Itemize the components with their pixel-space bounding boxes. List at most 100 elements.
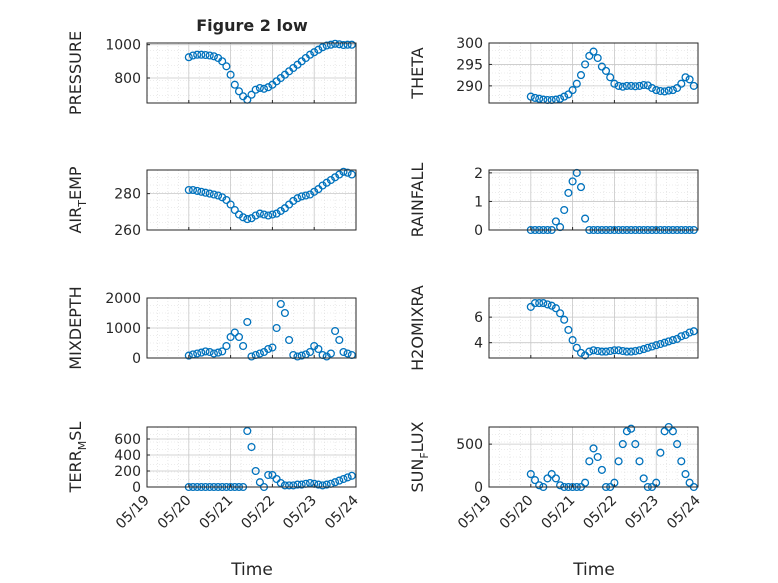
- data-point: [255, 209, 264, 218]
- data-point: [576, 71, 586, 80]
- data-point: [326, 349, 335, 358]
- data-point: [614, 81, 623, 90]
- data-point: [614, 457, 623, 466]
- data-point: [188, 51, 198, 60]
- data-point: [209, 349, 218, 358]
- data-point: [556, 94, 565, 103]
- data-point: [673, 440, 682, 449]
- data-point: [322, 480, 331, 489]
- data-point: [197, 348, 206, 357]
- data-point: [677, 332, 686, 341]
- data-point: [239, 213, 248, 222]
- data-point: [193, 349, 202, 358]
- x-tick-label: 05/24: [664, 492, 704, 532]
- x-tick-label: 05/22: [580, 493, 620, 533]
- data-point: [314, 480, 323, 489]
- data-point: [564, 325, 573, 334]
- chart-title: Figure 2 low: [196, 16, 308, 35]
- data-point: [222, 195, 231, 205]
- data-point: [564, 188, 573, 197]
- data-point: [264, 470, 273, 480]
- data-point: [589, 346, 598, 355]
- data-point: [339, 474, 348, 484]
- y-tick-label: 6: [474, 310, 483, 326]
- data-point: [530, 299, 540, 308]
- data-point: [218, 347, 227, 356]
- data-point: [627, 347, 636, 356]
- data-point: [255, 349, 264, 358]
- data-point: [264, 83, 273, 92]
- data-point: [335, 40, 344, 49]
- data-point: [297, 351, 306, 360]
- data-point: [184, 185, 193, 195]
- axes-box: [488, 42, 699, 104]
- data-point: [576, 348, 586, 357]
- data-point: [647, 83, 657, 93]
- data-point: [631, 82, 640, 91]
- x-tick-label: 05/21: [197, 493, 237, 533]
- data-point: [331, 39, 340, 48]
- data-point: [660, 427, 669, 436]
- data-point: [547, 301, 556, 310]
- data-point: [614, 346, 623, 355]
- data-point: [293, 352, 302, 361]
- data-point: [343, 40, 352, 49]
- data-point: [234, 332, 244, 342]
- axes-box: [488, 426, 699, 488]
- data-point: [576, 183, 586, 192]
- data-point: [268, 210, 277, 219]
- data-point: [685, 328, 694, 337]
- data-point: [597, 347, 606, 356]
- data-point: [660, 338, 669, 347]
- data-point: [656, 339, 665, 349]
- data-point: [297, 480, 306, 489]
- data-point: [635, 81, 644, 90]
- data-point: [631, 346, 640, 356]
- data-point: [581, 60, 590, 69]
- data-point: [677, 79, 686, 88]
- data-point: [681, 330, 690, 340]
- data-point: [230, 328, 239, 337]
- data-point: [272, 474, 281, 484]
- data-point: [226, 70, 235, 79]
- subplot-air-temp: 260 280 AIRTEMP: [66, 166, 357, 239]
- y-axis-label: MIXDEPTH: [66, 286, 85, 369]
- data-point: [601, 66, 611, 75]
- axes-box: [146, 426, 357, 488]
- data-point: [681, 470, 690, 479]
- data-point: [560, 315, 569, 324]
- y-tick-label: 1000: [105, 321, 141, 337]
- data-point: [259, 210, 269, 219]
- data-point: [276, 299, 285, 309]
- data-point: [209, 52, 218, 61]
- data-point: [668, 86, 677, 95]
- data-point: [255, 478, 264, 487]
- data-point: [305, 50, 315, 59]
- data-point: [339, 347, 348, 357]
- data-point: [664, 86, 673, 95]
- data-point: [310, 48, 319, 57]
- data-point: [564, 90, 573, 99]
- data-point: [218, 57, 227, 66]
- data-point: [560, 92, 569, 101]
- subplot-pressure: 800 1000 PRESSURE: [66, 31, 357, 115]
- data-point: [314, 45, 323, 54]
- data-point: [322, 41, 331, 50]
- data-point: [556, 481, 565, 490]
- subplot-sun-flux: 0 500 05/19 05/20 05/21 05/22 05/23 05/24 SUNFLU…: [408, 421, 704, 532]
- data-point: [618, 82, 627, 91]
- x-tick-label: 05/20: [497, 493, 537, 533]
- x-tick-label: 05/23: [622, 493, 662, 533]
- data-point: [593, 346, 602, 356]
- y-axis-label: H2OMIXRA: [408, 285, 427, 371]
- data-point: [205, 51, 214, 60]
- data-point: [551, 217, 560, 226]
- y-tick-label: 2000: [105, 291, 141, 307]
- data-point: [585, 457, 594, 466]
- x-axis-label-left: Time: [230, 560, 273, 580]
- data-point: [285, 481, 294, 490]
- data-point: [222, 62, 231, 71]
- data-point: [581, 214, 590, 223]
- data-point: [585, 51, 594, 60]
- data-point: [543, 474, 552, 483]
